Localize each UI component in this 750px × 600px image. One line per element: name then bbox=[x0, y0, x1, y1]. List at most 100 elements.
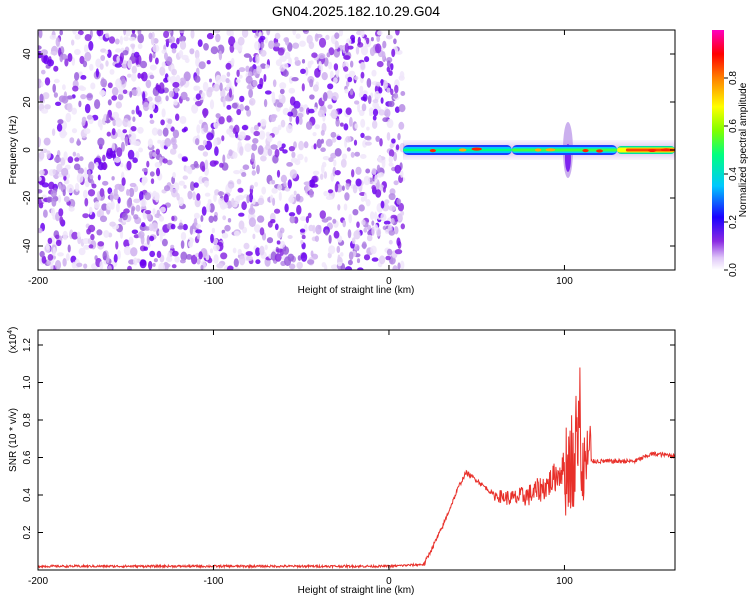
heatmap-noise-cell bbox=[206, 87, 213, 98]
signal-hotspot bbox=[534, 148, 542, 152]
heatmap-noise-cell bbox=[232, 247, 237, 254]
heatmap-noise-cell bbox=[149, 171, 155, 177]
heatmap-noise-cell bbox=[347, 229, 352, 239]
heatmap-noise-cell bbox=[106, 131, 112, 137]
heatmap-noise-cell bbox=[397, 133, 401, 141]
heatmap-noise-cell bbox=[397, 214, 403, 222]
heatmap-noise-cell bbox=[393, 180, 399, 186]
heatmap-noise-cell bbox=[400, 223, 405, 230]
signal-hotspot bbox=[545, 148, 556, 152]
heatmap-noise-cell bbox=[284, 187, 291, 192]
heatmap-noise-cell bbox=[229, 44, 235, 53]
heatmap-noise-cell bbox=[236, 178, 242, 185]
heatmap-noise-cell bbox=[225, 78, 230, 84]
heatmap-noise-cell bbox=[372, 115, 377, 121]
heatmap-noise-cell bbox=[380, 200, 385, 209]
heatmap-noise-cell bbox=[147, 96, 153, 102]
heatmap-noise-cell bbox=[113, 253, 118, 263]
heatmap-noise-cell bbox=[359, 109, 365, 117]
heatmap-noise-cell bbox=[89, 174, 94, 180]
heatmap-noise-cell bbox=[139, 191, 144, 201]
heatmap-noise-cell bbox=[335, 118, 340, 127]
heatmap-noise-cell bbox=[353, 139, 358, 146]
heatmap-noise-cell bbox=[239, 146, 244, 156]
heatmap-noise-cell bbox=[345, 107, 352, 115]
heatmap-noise-cell bbox=[345, 179, 352, 184]
heatmap-noise-cell bbox=[57, 252, 64, 257]
heatmap-noise-cell bbox=[91, 183, 97, 189]
heatmap-noise-cell bbox=[238, 220, 245, 230]
heatmap-noise-cell bbox=[277, 184, 283, 191]
heatmap-noise-cell bbox=[309, 78, 314, 88]
heatmap-noise-cell bbox=[397, 262, 401, 270]
heatmap-noise-cell bbox=[84, 103, 91, 114]
heatmap-noise-cell bbox=[52, 169, 57, 175]
heatmap-noise-cell bbox=[82, 213, 89, 219]
heatmap-noise-cell bbox=[185, 97, 190, 102]
heatmap-noise-cell bbox=[376, 35, 381, 43]
heatmap-noise-cell bbox=[202, 109, 208, 119]
heatmap-noise-cell bbox=[99, 188, 105, 197]
heatmap-noise-cell bbox=[195, 229, 203, 234]
heatmap-noise-cell bbox=[52, 83, 56, 93]
heatmap-noise-cell bbox=[179, 116, 187, 124]
heatmap-noise-cell bbox=[374, 211, 378, 221]
heatmap-noise-cell bbox=[40, 81, 44, 88]
heatmap-noise-cell bbox=[366, 78, 372, 88]
heatmap-noise-cell bbox=[76, 262, 83, 268]
heatmap-noise-cell bbox=[274, 208, 281, 214]
heatmap-noise-cell bbox=[84, 180, 90, 188]
heatmap-noise-cell bbox=[43, 137, 51, 146]
heatmap-noise-cell bbox=[342, 153, 347, 160]
heatmap-noise-cell bbox=[248, 217, 256, 228]
heatmap-noise-cell bbox=[254, 181, 259, 187]
heatmap-noise-cell bbox=[314, 106, 317, 112]
heatmap-noise-cell bbox=[394, 84, 399, 94]
heatmap-noise-cell bbox=[46, 196, 52, 203]
heatmap-noise-cell bbox=[360, 196, 365, 202]
heatmap-noise-cell bbox=[222, 203, 228, 209]
heatmap-noise-cell bbox=[256, 164, 260, 175]
heatmap-noise-cell bbox=[364, 56, 370, 63]
signal-hotspot bbox=[458, 148, 467, 152]
heatmap-noise-cell bbox=[250, 203, 254, 213]
heatmap-noise-cell bbox=[155, 84, 162, 91]
heatmap-noise-cell bbox=[102, 180, 109, 186]
heatmap-noise-cell bbox=[288, 57, 292, 66]
heatmap-noise-cell bbox=[208, 215, 214, 223]
heatmap-noise-cell bbox=[334, 148, 342, 157]
heatmap-noise-cell bbox=[380, 213, 387, 222]
heatmap-noise-cell bbox=[226, 128, 233, 135]
heatmap-noise-cell bbox=[252, 79, 258, 87]
heatmap-noise-cell bbox=[86, 92, 94, 101]
heatmap-noise-cell bbox=[183, 184, 187, 189]
heatmap-noise-cell bbox=[135, 55, 139, 66]
heatmap-noise-cell bbox=[309, 179, 316, 188]
heatmap-noise-cell bbox=[333, 159, 337, 167]
heatmap-noise-cell bbox=[71, 231, 79, 240]
heatmap-noise-cell bbox=[141, 176, 148, 184]
heatmap-noise-cell bbox=[222, 215, 227, 221]
heatmap-noise-cell bbox=[340, 122, 344, 127]
heatmap-noise-cell bbox=[131, 30, 136, 34]
heatmap-noise-cell bbox=[111, 176, 115, 181]
heatmap-noise-cell bbox=[111, 86, 119, 96]
spectrogram-y-axis: -40 -20 0 20 40 bbox=[22, 48, 675, 253]
heatmap-noise-cell bbox=[139, 259, 147, 269]
signal-hotspot bbox=[660, 148, 672, 152]
heatmap-noise-cell bbox=[366, 234, 373, 242]
heatmap-noise-cell bbox=[260, 155, 267, 162]
heatmap-noise-cell bbox=[332, 218, 337, 224]
heatmap-noise-cell bbox=[168, 36, 176, 44]
heatmap-noise-cell bbox=[331, 137, 337, 143]
heatmap-noise-cell bbox=[284, 256, 292, 267]
heatmap-noise-cell bbox=[119, 162, 124, 168]
heatmap-noise-cell bbox=[88, 244, 94, 249]
heatmap-noise-cell bbox=[170, 137, 177, 146]
heatmap-noise-cell bbox=[302, 30, 308, 33]
heatmap-noise-cell bbox=[163, 263, 171, 268]
colorbar-tick-label: 0.0 bbox=[728, 263, 739, 277]
heatmap-noise-cell bbox=[138, 231, 145, 239]
heatmap-noise-cell bbox=[222, 97, 226, 108]
heatmap-noise-cell bbox=[386, 87, 391, 93]
